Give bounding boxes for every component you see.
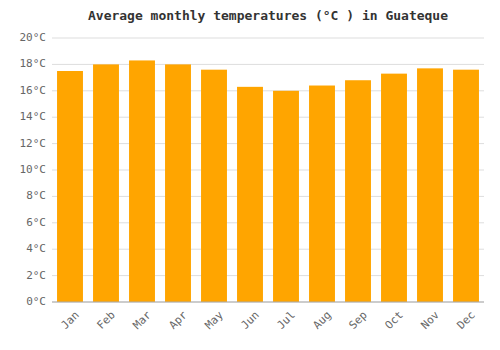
bar [273,91,299,302]
x-tick-label: Oct [383,309,406,332]
x-tick-label: Apr [167,308,191,332]
grid-line [52,302,484,303]
bar [237,87,263,302]
y-tick-label: 0°C [26,295,46,308]
x-axis-line [52,302,484,303]
y-tick-label: 20°C [20,31,47,44]
y-tick-label: 18°C [20,57,47,70]
x-tick-label: Sep [347,309,370,332]
y-tick-label: 12°C [20,137,47,150]
bar [381,74,407,302]
x-axis: Jan Feb Mar Apr May Jun Jul Aug Sep Oct Nov Dec [59,308,478,332]
grid-line [52,38,484,39]
x-tick-label: Nov [419,308,443,332]
bar [417,68,443,302]
bars [57,60,479,302]
bar [93,64,119,302]
bar [165,64,191,302]
y-tick-label: 6°C [26,216,46,229]
bar [345,80,371,302]
x-tick-label: May [203,308,227,332]
y-tick-label: 10°C [20,163,47,176]
x-tick-label: Jun [239,309,262,332]
y-tick-label: 2°C [26,269,46,282]
x-tick-label: Feb [95,309,118,332]
y-tick-label: 8°C [26,189,46,202]
y-axis: 0°C 2°C 4°C 6°C 8°C 10°C 12°C 14°C 16°C 18°C 20°C [20,31,485,308]
bar [201,70,227,302]
chart: Average monthly temperatures (°C ) in Gu… [0,0,500,350]
title: Average monthly temperatures (°C ) in Gu… [88,8,448,23]
x-tick-label: Mar [131,308,155,332]
x-tick-label: Dec [455,309,478,332]
x-tick-label: Jul [275,309,298,332]
x-tick-label: Aug [311,309,334,332]
x-tick-label: Jan [59,309,82,332]
bar [309,86,335,302]
y-tick-label: 16°C [20,84,47,97]
y-tick-label: 14°C [20,110,47,123]
bar [57,71,83,302]
y-tick-label: 4°C [26,242,46,255]
bar [129,60,155,302]
bar [453,70,479,302]
